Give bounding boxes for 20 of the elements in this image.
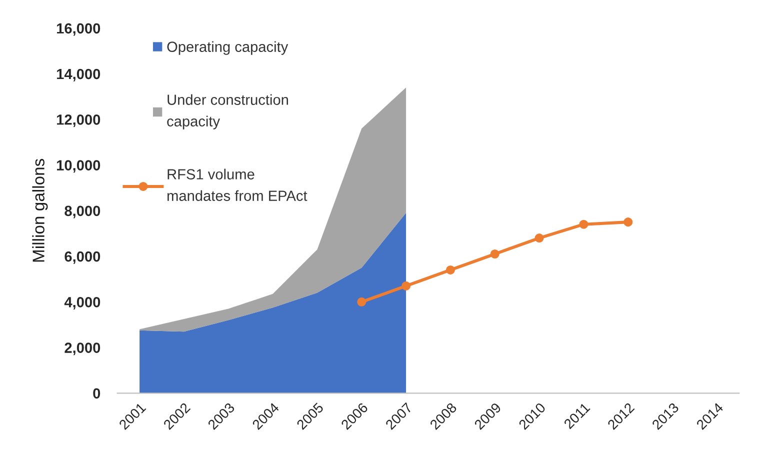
y-tick-label: 16,000 bbox=[57, 23, 100, 36]
legend-label: RFS1 volume mandates from EPAct bbox=[168, 168, 308, 201]
y-tick-label: 14,000 bbox=[57, 68, 100, 82]
point bbox=[490, 249, 500, 259]
legend-label: Operating capacity bbox=[167, 41, 288, 55]
point bbox=[534, 234, 544, 243]
legend-label: Under construction capacity bbox=[167, 94, 288, 130]
y-tick-label: 10,000 bbox=[57, 160, 100, 173]
y-tick-label: 6,000 bbox=[64, 251, 100, 264]
point bbox=[579, 220, 588, 229]
y-axis-title: Million gallons bbox=[32, 158, 48, 262]
y-tick-label: 2,000 bbox=[64, 342, 100, 356]
point bbox=[446, 265, 455, 274]
y-tick-label: 8,000 bbox=[64, 206, 100, 218]
y-tick-label: 12,000 bbox=[57, 114, 100, 127]
y-tick-label: 0 bbox=[93, 388, 100, 399]
point bbox=[357, 297, 366, 306]
y-tick-label: 4,000 bbox=[64, 297, 100, 310]
point bbox=[402, 281, 411, 290]
point bbox=[624, 218, 633, 227]
